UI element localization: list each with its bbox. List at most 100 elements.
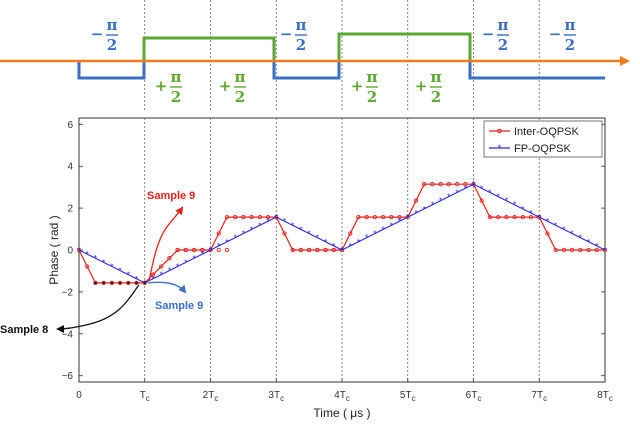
- sample-dot: [135, 281, 138, 285]
- marker-inter-oqpsk-zero: [331, 247, 336, 253]
- marker-fp-oqpsk: *: [217, 242, 220, 251]
- phase-symbol-numerator: π: [171, 68, 182, 86]
- marker-fp-oqpsk: *: [456, 188, 459, 197]
- legend-label-inter-oqpsk: Inter-OQPSK: [514, 126, 579, 138]
- marker-inter-oqpsk-zero: [175, 247, 180, 253]
- phase-symbol-sign: −: [549, 25, 562, 43]
- marker-fp-oqpsk: *: [423, 205, 426, 214]
- legend: Inter-OQPSK * FP-OQPSK: [483, 120, 603, 158]
- y-axis-label: Phase ( rad ): [47, 215, 61, 284]
- phase-symbol-numerator: π: [235, 68, 246, 86]
- marker-inter-oqpsk: [594, 247, 599, 253]
- marker-fp-oqpsk: *: [357, 238, 360, 247]
- marker-fp-oqpsk: *: [168, 267, 171, 276]
- annotation-sample8: Sample 8: [0, 324, 48, 336]
- marker-fp-oqpsk: *: [332, 242, 335, 251]
- marker-inter-oqpsk: [479, 198, 484, 203]
- phase-symbol-denominator: 2: [431, 88, 441, 106]
- marker-fp-oqpsk: *: [151, 275, 154, 284]
- marker-inter-oqpsk: [134, 280, 139, 286]
- marker-inter-oqpsk: [142, 280, 147, 286]
- phase-symbol-6: + π 2: [415, 68, 442, 106]
- marker-fp-oqpsk: *: [275, 213, 278, 222]
- marker-fp-oqpsk: *: [579, 234, 582, 243]
- marker-fp-oqpsk: *: [365, 234, 368, 243]
- marker-inter-oqpsk: [241, 214, 246, 220]
- marker-inter-oqpsk: [569, 247, 575, 253]
- x-tick-subscript: c: [346, 394, 350, 403]
- x-tick-label: 3Tc: [268, 390, 284, 403]
- marker-inter-oqpsk-zero: [290, 247, 295, 253]
- marker-inter-oqpsk: [496, 214, 501, 220]
- x-axis-label: Time ( μs ): [313, 406, 370, 420]
- marker-fp-oqpsk: *: [127, 271, 130, 280]
- marker-fp-oqpsk: *: [529, 209, 532, 218]
- marker-inter-oqpsk: [117, 280, 123, 286]
- green-waveform-segment-1: [142, 36, 276, 60]
- x-tick-subscript: c: [477, 394, 481, 403]
- marker-fp-oqpsk: *: [406, 213, 409, 222]
- marker-inter-oqpsk: [348, 231, 353, 236]
- y-tick-label: 2: [67, 204, 73, 215]
- sample-dot: [102, 281, 105, 285]
- marker-fp-oqpsk: *: [439, 197, 442, 206]
- sample-dot: [127, 281, 130, 285]
- phase-symbol-denominator: 2: [296, 36, 306, 54]
- blue-waveform-segment-2: [272, 60, 341, 80]
- marker-inter-oqpsk: [413, 198, 419, 203]
- x-tick-subscript: c: [543, 394, 547, 403]
- phase-symbol-2: + π 2: [155, 68, 182, 106]
- marker-inter-oqpsk-zero: [339, 247, 345, 253]
- x-tick-label: 7Tc: [531, 390, 547, 403]
- marker-fp-oqpsk: *: [250, 225, 253, 234]
- blue-waveform-segment-3: [468, 60, 605, 80]
- x-tick-subscript: c: [412, 394, 416, 403]
- marker-inter-oqpsk: [471, 182, 476, 187]
- marker-inter-oqpsk: [126, 280, 131, 286]
- marker-fp-oqpsk: *: [102, 258, 105, 267]
- phase-symbols: − π2+ π2+ π2− π2+ π2+ π2− π2− π2: [91, 16, 576, 106]
- legend-marker-inter-oqpsk: [497, 128, 502, 134]
- marker-fp-oqpsk: *: [209, 246, 212, 255]
- marker-fp-oqpsk: *: [390, 221, 393, 230]
- phase-symbol-sign: +: [219, 77, 232, 95]
- marker-inter-oqpsk: [282, 231, 287, 236]
- marker-fp-oqpsk: *: [160, 271, 163, 280]
- top-grid-lines: [144, 0, 540, 112]
- phase-symbol-denominator: 2: [107, 36, 117, 54]
- annotation-sample9-blue: Sample 9: [155, 300, 203, 312]
- marker-inter-oqpsk-zero: [315, 247, 320, 253]
- x-tick-label: 0: [76, 390, 82, 401]
- x-tick-subscript: c: [609, 394, 613, 403]
- legend-marker-fp-oqpsk: *: [498, 143, 502, 153]
- marker-fp-oqpsk: *: [587, 238, 590, 247]
- plot-series: * * * * * * * * * * * * * * * * * * * * * * * * * * * * * * * * * * * * * * * *…: [76, 180, 608, 288]
- y-tick-label: −2: [62, 287, 74, 298]
- phase-symbol-sign: −: [280, 25, 293, 43]
- marker-inter-oqpsk: [454, 182, 460, 187]
- marker-fp-oqpsk: *: [497, 193, 500, 202]
- marker-fp-oqpsk: *: [193, 254, 196, 263]
- green-waveform-segment-2: [337, 32, 472, 60]
- y-tick-label: 6: [67, 120, 73, 131]
- phase-symbol-numerator: π: [296, 16, 307, 34]
- legend-label-fp-oqpsk: FP-OQPSK: [514, 143, 572, 155]
- sample-dot: [143, 281, 147, 285]
- marker-inter-oqpsk: [422, 182, 427, 187]
- marker-fp-oqpsk: *: [299, 225, 302, 234]
- x-tick-label: 2Tc: [203, 390, 219, 403]
- phase-symbol-sign: −: [91, 25, 104, 43]
- x-tick-label: Tc: [140, 390, 150, 403]
- marker-inter-oqpsk: [438, 182, 443, 187]
- sample-dot: [118, 281, 122, 285]
- phase-symbol-5: + π 2: [351, 68, 378, 106]
- marker-fp-oqpsk: *: [242, 230, 245, 239]
- marker-inter-oqpsk: [561, 247, 567, 253]
- marker-fp-oqpsk: *: [258, 221, 261, 230]
- marker-fp-oqpsk: *: [316, 234, 319, 243]
- marker-inter-oqpsk-zero: [298, 247, 304, 253]
- y-tick-label: 0: [67, 246, 73, 257]
- y-tick-label: −4: [62, 329, 74, 340]
- marker-inter-oqpsk: [274, 214, 279, 220]
